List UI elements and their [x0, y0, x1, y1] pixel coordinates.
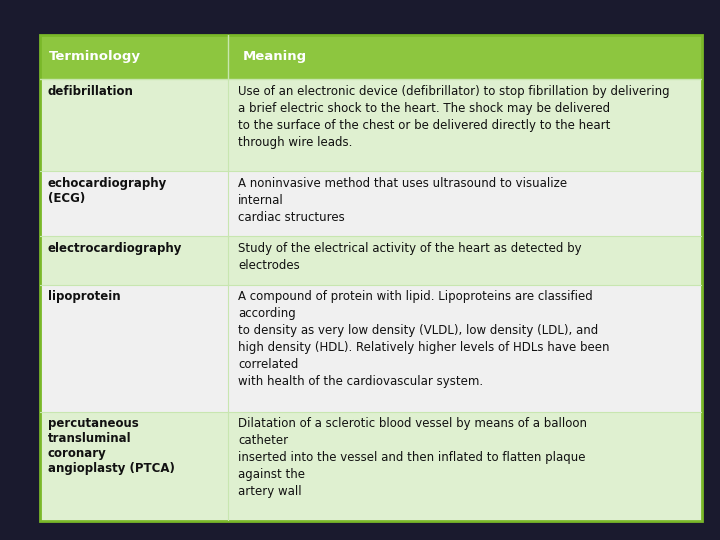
Text: Use of an electronic device (defibrillator) to stop fibrillation by delivering
a: Use of an electronic device (defibrillat… [238, 85, 670, 148]
Text: defibrillation: defibrillation [48, 85, 133, 98]
Text: Study of the electrical activity of the heart as detected by
electrodes: Study of the electrical activity of the … [238, 242, 582, 272]
Text: Terminology: Terminology [49, 50, 141, 64]
Text: echocardiography
(ECG): echocardiography (ECG) [48, 177, 167, 205]
Bar [40, 411, 702, 521]
Bar [40, 79, 702, 171]
Text: lipoprotein: lipoprotein [48, 291, 120, 303]
Bar [40, 35, 702, 79]
Text: Meaning: Meaning [243, 50, 307, 64]
Bar [40, 171, 702, 237]
Bar [40, 237, 702, 285]
Text: electrocardiography: electrocardiography [48, 242, 182, 255]
Text: percutaneous
transluminal
coronary
angioplasty (PTCA): percutaneous transluminal coronary angio… [48, 417, 174, 475]
Text: A noninvasive method that uses ultrasound to visualize
internal
cardiac structur: A noninvasive method that uses ultrasoun… [238, 177, 567, 224]
Text: A compound of protein with lipid. Lipoproteins are classified
according
to densi: A compound of protein with lipid. Lipopr… [238, 291, 610, 388]
Text: Dilatation of a sclerotic blood vessel by means of a balloon
catheter
inserted i: Dilatation of a sclerotic blood vessel b… [238, 417, 588, 498]
Bar [40, 285, 702, 411]
